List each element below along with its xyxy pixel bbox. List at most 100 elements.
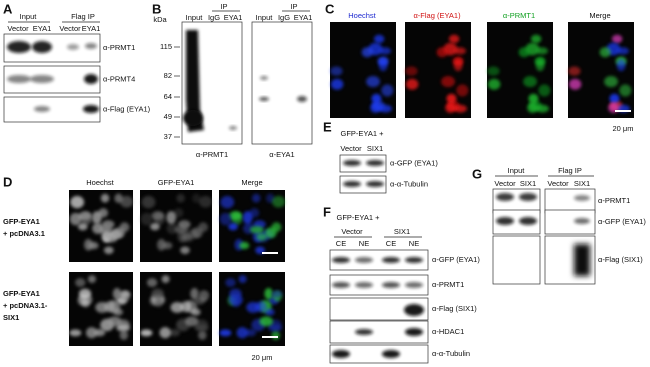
nucleus	[527, 102, 538, 114]
band	[382, 282, 400, 288]
nucleus	[220, 195, 235, 209]
nucleus	[91, 211, 102, 224]
nucleus	[453, 104, 467, 113]
nucleus	[265, 227, 277, 239]
nucleus	[87, 275, 97, 284]
nucleus	[604, 76, 619, 88]
lane-label: Input	[186, 13, 204, 22]
lane-label: Vector	[547, 179, 569, 188]
nucleus	[445, 102, 456, 114]
smear	[186, 30, 204, 132]
antibody-label: α-HDAC1	[432, 327, 464, 336]
nucleus	[568, 66, 581, 76]
nucleus	[229, 288, 242, 299]
nucleus	[198, 330, 207, 341]
antibody-label: α-Flag (SIX1)	[432, 304, 477, 313]
nucleus	[113, 308, 123, 316]
lane-label: EYA1	[33, 24, 52, 33]
nucleus	[146, 278, 158, 288]
lane-label: SIX1	[574, 179, 590, 188]
nucleus	[140, 212, 153, 226]
blot-frame	[544, 188, 596, 214]
antibody-label: α-EYA1	[269, 150, 294, 159]
panel-label: C	[325, 1, 335, 16]
channel-title: α-Flag (EYA1)	[413, 11, 461, 20]
nucleus	[153, 212, 165, 225]
panel-label: E	[323, 119, 332, 134]
nucleus	[113, 227, 125, 239]
band	[34, 106, 50, 112]
row-label: + pcDNA3.1	[3, 229, 45, 238]
lane-label: SIX1	[367, 144, 383, 153]
blot-frame	[329, 297, 429, 321]
channel-title: Merge	[241, 178, 262, 187]
nucleus	[104, 301, 116, 313]
band	[382, 257, 400, 263]
band	[183, 110, 203, 126]
row-label: SIX1	[3, 313, 19, 322]
nucleus	[170, 302, 184, 313]
band	[496, 193, 514, 201]
nucleus	[180, 301, 192, 313]
band	[366, 160, 384, 166]
nucleus	[70, 195, 85, 209]
band	[83, 105, 99, 113]
band	[382, 350, 400, 358]
nucleus	[330, 78, 344, 90]
nucleus	[219, 329, 232, 337]
group-label: IP	[220, 2, 227, 11]
nucleus	[619, 84, 632, 97]
nucleus	[271, 290, 283, 298]
nucleus	[446, 93, 457, 104]
nucleus	[271, 330, 280, 341]
band	[404, 304, 424, 316]
group-label: Flag IP	[71, 12, 95, 21]
blot-frame	[329, 249, 429, 271]
group-label: Vector	[341, 227, 363, 236]
nucleus	[523, 76, 538, 88]
scale-bar	[262, 252, 278, 254]
nucleus	[239, 241, 250, 250]
nucleus	[150, 222, 160, 231]
nucleus	[198, 195, 213, 208]
nucleus	[487, 66, 500, 76]
nucleus	[236, 327, 248, 339]
nucleus	[100, 193, 110, 203]
nucleus	[259, 316, 273, 327]
nucleus	[231, 298, 241, 308]
group-label: Input	[20, 12, 38, 21]
nucleus	[185, 316, 199, 327]
nucleus	[75, 278, 86, 288]
lane-label: EYA1	[82, 24, 101, 33]
scale-bar-label: 20 μm	[613, 124, 634, 133]
lane-label: EYA1	[224, 13, 243, 22]
nucleus	[378, 104, 392, 113]
nucleus	[225, 278, 236, 288]
nucleus	[361, 47, 373, 58]
nucleus	[159, 327, 171, 339]
lane-label: Vector	[494, 179, 516, 188]
nucleus	[107, 316, 122, 327]
nucleus	[103, 246, 114, 255]
nucleus	[617, 47, 630, 55]
scale-bar	[262, 336, 278, 338]
nucleus	[151, 288, 164, 299]
band	[355, 282, 373, 288]
nucleus	[264, 308, 275, 316]
lane-label: IgG	[278, 13, 290, 22]
row-label: GFP-EYA1	[3, 217, 40, 226]
nucleus	[441, 76, 456, 88]
nucleus	[190, 308, 201, 316]
nucleus	[88, 241, 99, 250]
unit-label: kDa	[153, 15, 167, 24]
band	[496, 217, 514, 225]
marker-label: 115	[160, 42, 172, 51]
blot-frame	[329, 274, 429, 296]
marker-label: 37	[164, 132, 172, 141]
nucleus	[599, 47, 611, 58]
antibody-label: α-PRMT1	[103, 43, 135, 52]
nucleus	[366, 76, 381, 88]
nucleus	[535, 104, 549, 113]
band	[574, 195, 590, 201]
antibody-label: α-Flag (EYA1)	[103, 104, 151, 113]
